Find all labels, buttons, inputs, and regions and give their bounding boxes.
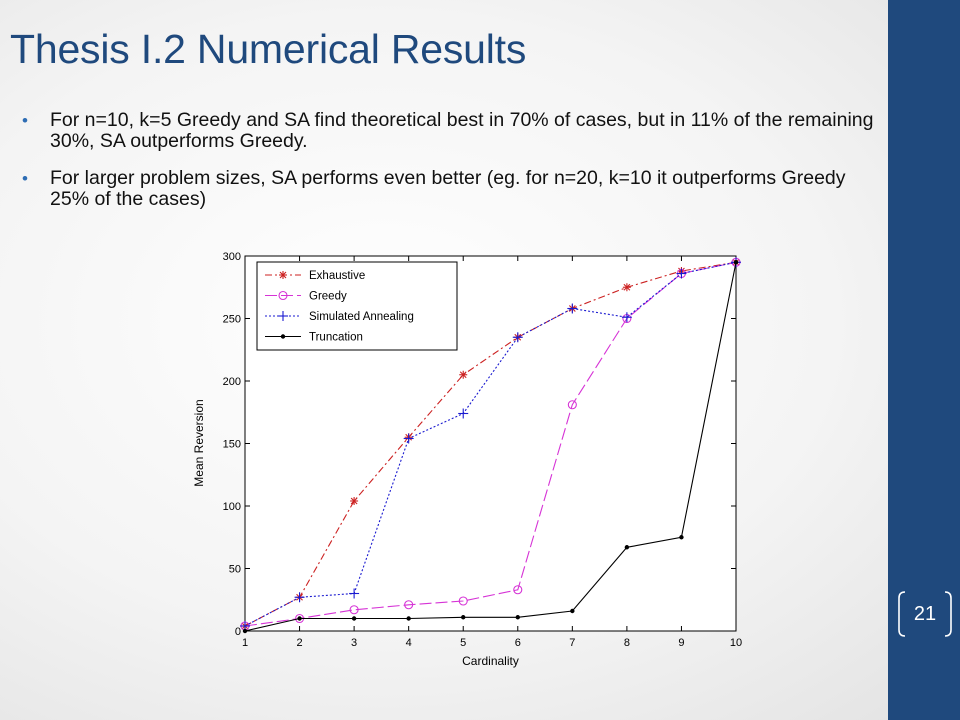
- marker-dot: [461, 615, 466, 620]
- marker-star: [350, 497, 358, 505]
- marker-dot: [679, 535, 684, 540]
- marker-dot: [297, 616, 302, 621]
- bullet-item: • For larger problem sizes, SA performs …: [20, 168, 880, 210]
- marker-circle: [349, 605, 359, 615]
- x-axis-label: Cardinality: [462, 654, 519, 668]
- marker-circle: [404, 600, 414, 610]
- bullet-item: • For n=10, k=5 Greedy and SA find theor…: [20, 110, 880, 152]
- series-truncation: [242, 260, 739, 634]
- bullet-text: For larger problem sizes, SA performs ev…: [50, 167, 846, 210]
- x-tick-label: 5: [460, 637, 466, 649]
- legend-label: Greedy: [309, 291, 347, 303]
- marker-star: [459, 371, 467, 379]
- legend-item: Simulated Annealing: [265, 311, 414, 323]
- bullet-text: For n=10, k=5 Greedy and SA find theoret…: [50, 109, 874, 152]
- marker-dot: [351, 616, 357, 621]
- sidebar-band: [888, 0, 960, 720]
- x-tick-label: 4: [406, 637, 412, 649]
- slide-title: Thesis I.2 Numerical Results: [10, 26, 527, 72]
- y-tick-label: 200: [223, 376, 241, 388]
- marker-circle: [458, 596, 468, 606]
- bullet-list: • For n=10, k=5 Greedy and SA find theor…: [20, 110, 880, 226]
- marker-dot: [242, 628, 248, 634]
- x-tick-label: 1: [242, 637, 248, 649]
- bullet-icon: •: [22, 169, 28, 188]
- x-tick-label: 9: [678, 637, 684, 649]
- legend-item: Truncation: [265, 332, 363, 344]
- bracket-frame-icon: [898, 591, 952, 637]
- marker-dot: [515, 615, 520, 620]
- marker-dot: [570, 608, 575, 614]
- y-tick-label: 300: [223, 251, 241, 263]
- marker-dot: [624, 545, 630, 550]
- series-line: [244, 262, 737, 632]
- y-tick-label: 0: [235, 626, 241, 638]
- x-tick-label: 3: [351, 637, 357, 649]
- legend-label: Simulated Annealing: [309, 311, 414, 323]
- legend-label: Truncation: [309, 332, 363, 344]
- chart-legend: Exhaustive Greedy Simulated Annealing Trunc…: [256, 261, 458, 351]
- y-tick-label: 100: [223, 501, 241, 513]
- marker-star: [623, 283, 631, 291]
- marker-dot: [406, 616, 411, 621]
- y-tick-label: 150: [223, 439, 241, 451]
- legend-label: Exhaustive: [309, 270, 365, 282]
- page-number: 21: [913, 603, 937, 625]
- page-number-box: 21: [896, 588, 954, 640]
- x-tick-label: 2: [296, 637, 302, 649]
- series-line: [244, 261, 737, 627]
- legend-box: [256, 261, 458, 351]
- marker-dot: [733, 260, 739, 265]
- marker-dot: [280, 334, 286, 339]
- y-tick-label: 50: [229, 564, 241, 576]
- x-tick-label: 10: [730, 637, 742, 649]
- bullet-icon: •: [22, 111, 28, 130]
- marker-circle: [567, 400, 577, 410]
- x-tick-label: 7: [569, 637, 575, 649]
- marker-circle: [278, 290, 288, 301]
- x-tick-label: 6: [515, 637, 521, 649]
- series-line: [244, 261, 737, 627]
- marker-star: [279, 271, 287, 279]
- y-tick-label: 250: [223, 314, 241, 326]
- marker-circle: [513, 585, 523, 595]
- legend-item: Greedy: [265, 291, 347, 303]
- legend-item: Exhaustive: [265, 270, 365, 282]
- y-axis-label: Mean Reversion: [192, 399, 206, 486]
- x-tick-label: 8: [624, 637, 630, 649]
